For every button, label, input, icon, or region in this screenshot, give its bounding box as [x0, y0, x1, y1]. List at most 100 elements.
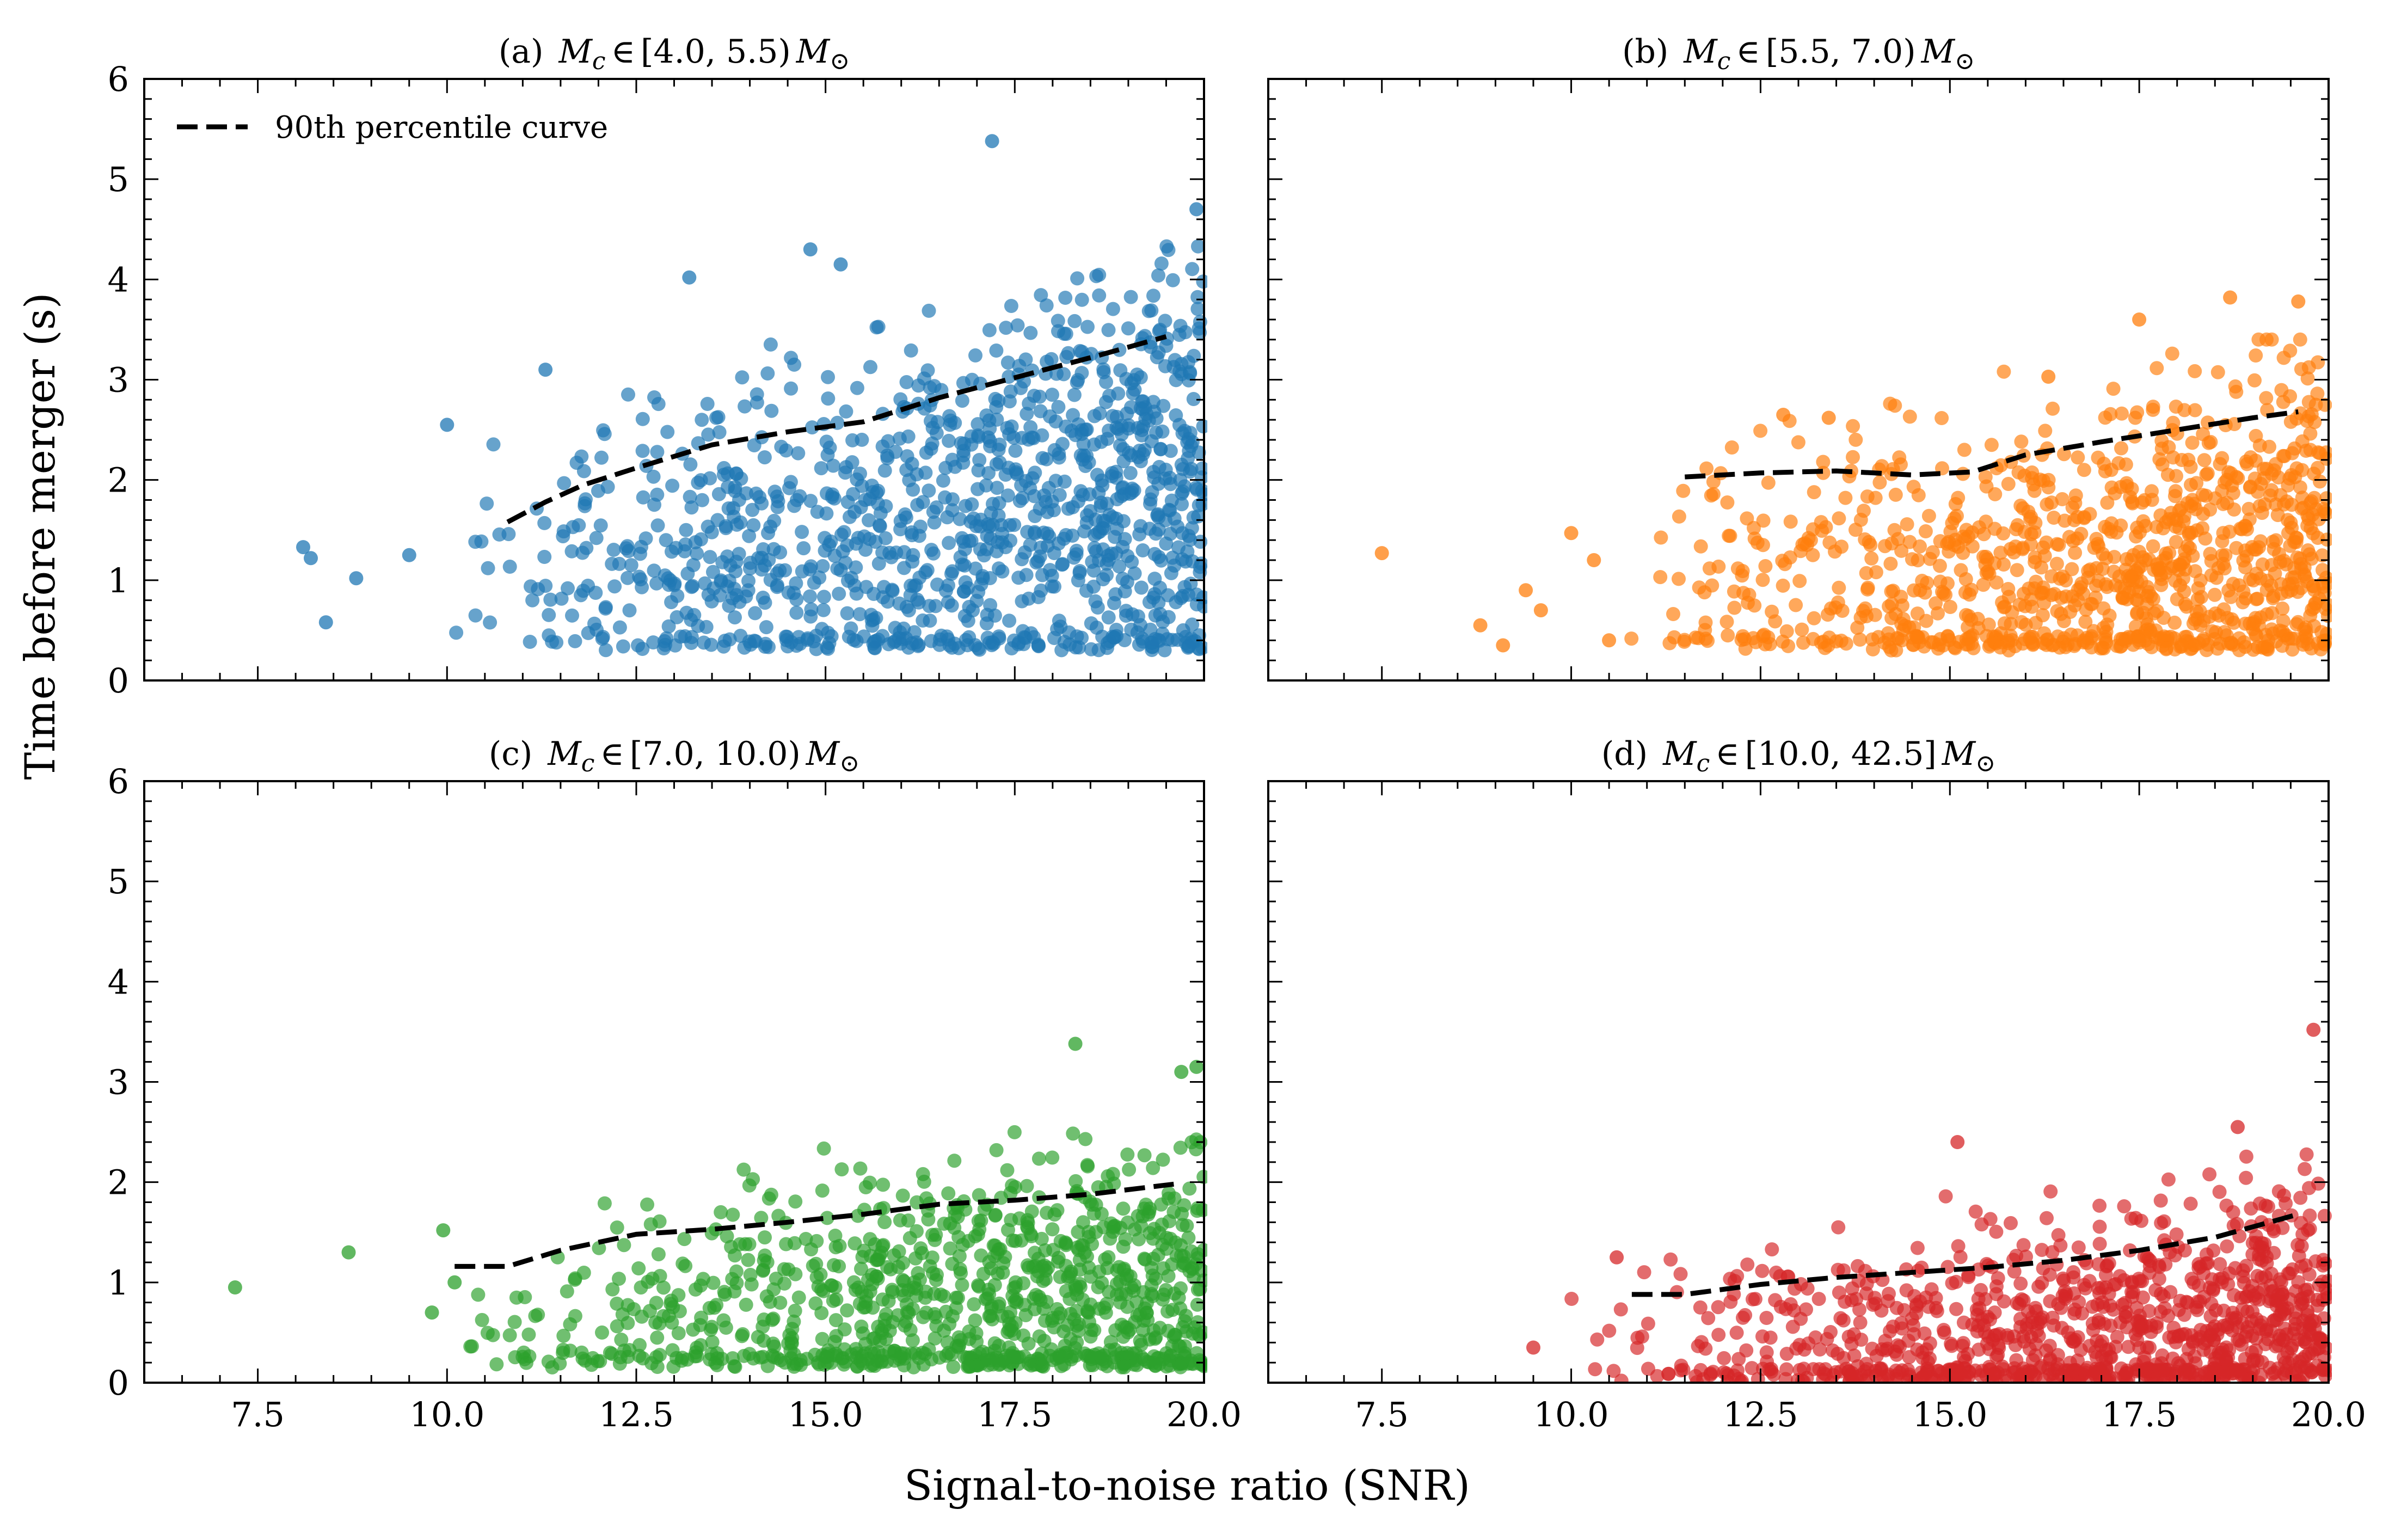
data-point [593, 1354, 607, 1369]
data-point [556, 1328, 571, 1343]
data-point [1173, 1140, 1188, 1155]
data-point [908, 1251, 923, 1266]
data-point [1120, 575, 1134, 590]
data-point [560, 1284, 574, 1299]
data-point [2277, 1188, 2292, 1203]
data-point [1926, 635, 1940, 650]
data-point [2246, 642, 2261, 657]
data-point [1151, 507, 1165, 521]
data-point [2118, 457, 2133, 472]
data-point [2041, 370, 2056, 384]
data-point [1719, 615, 1734, 629]
data-point [2294, 1216, 2308, 1230]
data-point [650, 487, 665, 502]
data-point [2312, 1330, 2327, 1345]
data-point [2189, 502, 2203, 517]
data-point [843, 510, 857, 524]
data-point [885, 582, 899, 597]
data-point [2107, 565, 2121, 579]
data-point [1159, 536, 1174, 551]
data-point [2098, 410, 2112, 425]
data-point [2046, 1373, 2061, 1383]
data-point [2093, 1338, 2108, 1353]
data-point [869, 486, 884, 500]
data-point [1040, 1206, 1054, 1220]
data-point [732, 594, 747, 609]
panel-title-prefix: (a) [499, 33, 544, 71]
data-point [948, 415, 962, 430]
data-point [838, 1354, 852, 1369]
data-point [2253, 571, 2268, 586]
data-point [1756, 513, 1771, 528]
data-point [1914, 1371, 1929, 1383]
data-point [2249, 348, 2263, 363]
x-axis-label: Signal-to-noise ratio (SNR) [904, 1461, 1470, 1510]
data-point [2129, 529, 2143, 544]
data-point [1029, 555, 1044, 570]
data-point [727, 510, 741, 524]
data-point [849, 1342, 863, 1357]
data-point [1163, 1353, 1177, 1367]
data-point [1974, 1283, 1988, 1297]
data-point [1374, 546, 1389, 561]
data-point [690, 1349, 704, 1364]
data-point [563, 1317, 578, 1332]
data-point [1831, 1220, 1846, 1235]
data-point [853, 467, 867, 481]
data-point [972, 1188, 986, 1202]
data-point [1816, 1372, 1831, 1383]
data-point [1614, 1373, 1629, 1383]
data-point [1070, 1287, 1084, 1302]
data-point [1847, 1348, 1862, 1363]
data-point [927, 1307, 942, 1321]
data-point [650, 1330, 665, 1345]
data-point [1979, 566, 1994, 580]
data-point [2014, 434, 2029, 449]
data-point [2066, 533, 2080, 548]
data-point [440, 418, 455, 432]
data-point [2208, 1303, 2223, 1317]
data-point [1144, 1278, 1159, 1293]
data-point [1711, 559, 1726, 574]
data-point [2261, 1332, 2275, 1347]
data-point [2301, 1347, 2316, 1361]
data-point [1776, 408, 1791, 422]
data-point [1189, 1132, 1203, 1147]
legend-label: 90th percentile curve [275, 110, 608, 145]
data-point [1883, 1324, 1897, 1339]
data-point [1722, 529, 1736, 543]
data-point [1911, 553, 1925, 568]
data-point [2018, 617, 2033, 632]
data-point [992, 1296, 1006, 1311]
data-point [2074, 1306, 2089, 1321]
data-point [803, 589, 817, 604]
data-point [972, 642, 987, 657]
data-point [617, 1343, 631, 1358]
data-point [1148, 1332, 1162, 1346]
data-point [852, 607, 867, 622]
data-point [2250, 484, 2265, 499]
data-point [1779, 1347, 1794, 1361]
data-point [829, 1292, 844, 1307]
data-point [746, 518, 761, 532]
data-point [2092, 1237, 2107, 1251]
data-point [1190, 302, 1205, 316]
data-point [2281, 478, 2295, 493]
data-point [1146, 465, 1160, 479]
data-point [1156, 1261, 1171, 1275]
data-point [803, 242, 818, 257]
data-point [2164, 561, 2178, 575]
data-point [2208, 606, 2222, 621]
data-point [1783, 550, 1797, 565]
data-point [986, 496, 1000, 511]
ticks [144, 78, 1205, 682]
data-point [1123, 290, 1138, 304]
data-point [837, 1342, 852, 1357]
data-point [649, 1296, 664, 1310]
panel-title-sub: c [581, 750, 595, 777]
data-point [705, 1335, 720, 1349]
data-point [2234, 522, 2249, 537]
data-point [1007, 1125, 1022, 1139]
data-point [814, 461, 828, 476]
